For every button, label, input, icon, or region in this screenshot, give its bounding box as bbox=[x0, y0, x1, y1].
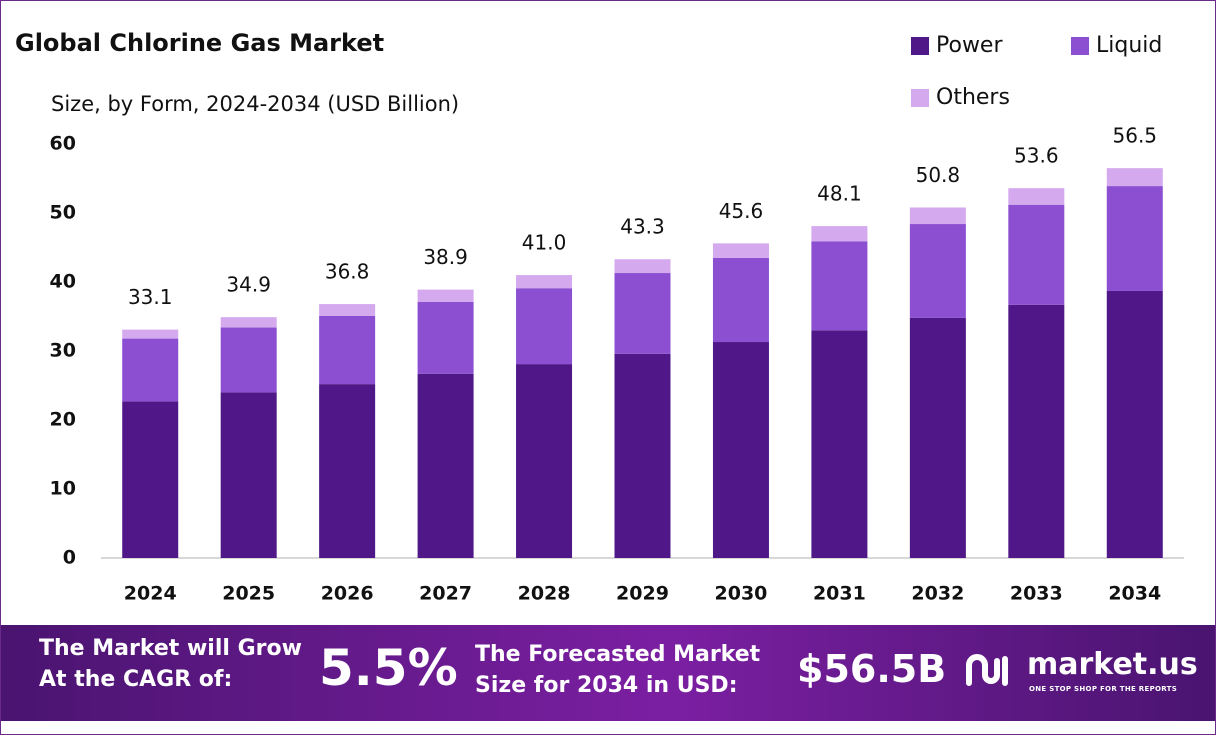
x-tick-label: 2029 bbox=[616, 583, 669, 605]
total-label: 34.9 bbox=[226, 273, 271, 297]
x-tick-label: 2027 bbox=[419, 583, 472, 605]
bar-segment bbox=[319, 315, 376, 385]
total-label: 56.5 bbox=[1113, 124, 1158, 148]
bar-segment bbox=[122, 329, 179, 339]
forecast-line: The Forecasted Market bbox=[475, 642, 761, 667]
bar-segment bbox=[614, 273, 671, 354]
bar-segment bbox=[712, 243, 769, 258]
bar-segment bbox=[909, 317, 966, 558]
legend-label: Power bbox=[936, 33, 1003, 58]
bar-segment bbox=[712, 257, 769, 343]
y-tick-label: 20 bbox=[50, 409, 76, 431]
legend-label: Liquid bbox=[1096, 33, 1162, 58]
brand-tagline: ONE STOP SHOP FOR THE REPORTS bbox=[1029, 685, 1178, 693]
bar-segment bbox=[319, 304, 376, 316]
footer-banner: The Market will Grow At the CAGR of: 5.5… bbox=[1, 625, 1215, 721]
bar-segment bbox=[909, 207, 966, 225]
x-tick-label: 2030 bbox=[715, 583, 768, 605]
bar-segment bbox=[1106, 290, 1163, 558]
bar-segment bbox=[220, 317, 277, 328]
x-tick-label: 2032 bbox=[911, 583, 964, 605]
legend-swatch bbox=[911, 89, 929, 107]
bar-segment bbox=[122, 401, 179, 558]
cagr-line: At the CAGR of: bbox=[39, 667, 233, 692]
bar-segment bbox=[614, 353, 671, 558]
bar-segment bbox=[516, 288, 573, 365]
x-tick-label: 2031 bbox=[813, 583, 866, 605]
x-tick-label: 2028 bbox=[518, 583, 571, 605]
brand-icon bbox=[966, 654, 1008, 686]
bar-segment bbox=[516, 364, 573, 558]
bar-segment bbox=[220, 392, 277, 558]
x-tick-label: 2033 bbox=[1010, 583, 1063, 605]
chart-title: Global Chlorine Gas Market bbox=[15, 29, 384, 57]
total-label: 41.0 bbox=[522, 231, 567, 255]
bar-segment bbox=[811, 226, 868, 242]
bar-segment bbox=[122, 338, 179, 402]
forecast-line: Size for 2034 in USD: bbox=[475, 673, 738, 698]
y-tick-label: 50 bbox=[50, 202, 76, 224]
bar-segment bbox=[1106, 168, 1163, 187]
bar-segment bbox=[614, 259, 671, 274]
cagr-line: The Market will Grow bbox=[39, 636, 302, 661]
total-label: 43.3 bbox=[620, 215, 665, 239]
legend-swatch bbox=[1071, 37, 1089, 55]
x-tick-label: 2026 bbox=[321, 583, 374, 605]
legend-label: Others bbox=[936, 85, 1010, 110]
bar-segment bbox=[319, 384, 376, 558]
x-tick-label: 2025 bbox=[222, 583, 275, 605]
chart-subtitle: Size, by Form, 2024-2034 (USD Billion) bbox=[51, 92, 459, 116]
forecast-text: The Forecasted Market Size for 2034 in U… bbox=[475, 639, 760, 701]
brand-name: market.us bbox=[1027, 647, 1198, 682]
total-label: 38.9 bbox=[423, 245, 468, 269]
total-label: 45.6 bbox=[719, 199, 764, 223]
y-tick-label: 40 bbox=[50, 271, 76, 293]
cagr-text: The Market will Grow At the CAGR of: bbox=[39, 633, 302, 695]
total-label: 33.1 bbox=[128, 285, 173, 309]
bar-segment bbox=[1106, 186, 1163, 291]
bar-segment bbox=[811, 330, 868, 558]
bar-segment bbox=[1008, 304, 1065, 558]
bar-segment bbox=[909, 224, 966, 318]
bar-segment bbox=[417, 289, 474, 303]
bar-segment bbox=[417, 373, 474, 558]
x-tick-label: 2024 bbox=[124, 583, 177, 605]
y-tick-label: 10 bbox=[50, 478, 76, 500]
total-label: 36.8 bbox=[325, 260, 370, 284]
cagr-value: 5.5% bbox=[319, 639, 458, 697]
bar-segment bbox=[220, 327, 277, 393]
bar-segment bbox=[1008, 204, 1065, 305]
chart: Global Chlorine Gas Market Size, by Form… bbox=[15, 29, 1184, 605]
bar-segment bbox=[811, 241, 868, 331]
legend-swatch bbox=[911, 37, 929, 55]
total-label: 48.1 bbox=[817, 182, 862, 206]
forecast-value: $56.5B bbox=[797, 647, 947, 691]
bar-segment bbox=[712, 342, 769, 558]
bar-segment bbox=[1008, 188, 1065, 205]
total-label: 53.6 bbox=[1014, 144, 1059, 168]
bar-segment bbox=[516, 275, 573, 289]
y-tick-label: 0 bbox=[63, 547, 76, 569]
total-label: 50.8 bbox=[916, 163, 961, 187]
bar-segment bbox=[417, 302, 474, 374]
y-tick-label: 60 bbox=[50, 133, 76, 155]
x-tick-label: 2034 bbox=[1108, 583, 1161, 605]
y-tick-label: 30 bbox=[50, 340, 76, 362]
